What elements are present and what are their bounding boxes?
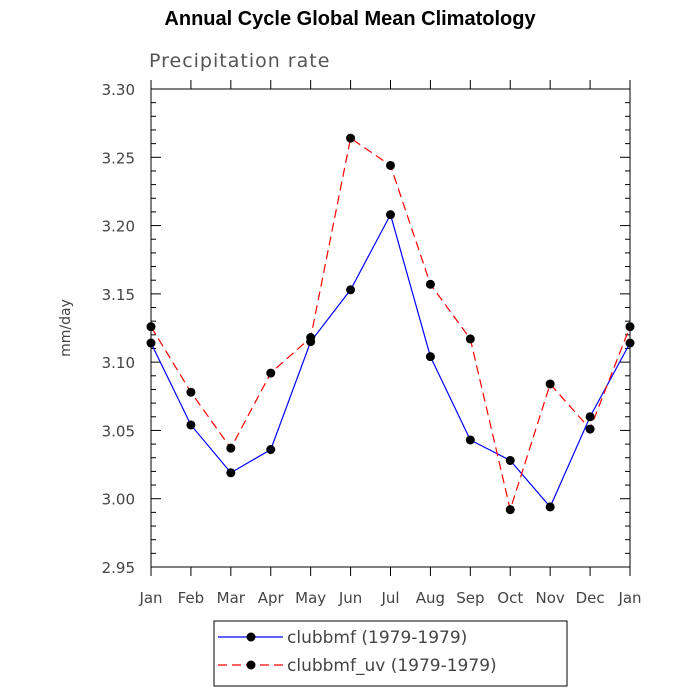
- chart-title: Annual Cycle Global Mean Climatology: [164, 8, 536, 30]
- data-point-series-2: [266, 368, 276, 378]
- data-point-series-1: [465, 435, 475, 445]
- y-tick-labels: 2.95 3.00 3.05 3.10 3.15 3.20 3.25 3.30: [102, 81, 135, 577]
- x-tick-label: Apr: [258, 589, 285, 607]
- legend-label-2: clubbmf_uv (1979-1979): [287, 656, 497, 676]
- x-tick-label: Feb: [178, 589, 205, 607]
- axis-ticks: [150, 80, 631, 576]
- data-point-series-2: [346, 133, 356, 143]
- x-tick-label: May: [295, 589, 326, 607]
- y-tick-label: 3.05: [102, 422, 135, 440]
- x-tick-label: Jan: [617, 589, 641, 607]
- series-lines: [150, 137, 631, 512]
- data-point-series-1: [146, 338, 156, 348]
- y-axis-label: mm/day: [58, 299, 74, 357]
- x-tick-label: Jun: [338, 589, 362, 607]
- data-point-series-2: [186, 387, 196, 397]
- legend-marker-1: [246, 632, 256, 642]
- series-line-1: [150, 213, 631, 509]
- data-point-series-1: [266, 445, 276, 455]
- x-tick-label: Sep: [456, 589, 484, 607]
- data-point-series-2: [625, 322, 635, 332]
- chart-subtitle: Precipitation rate: [149, 50, 330, 72]
- legend-marker-2: [246, 660, 256, 670]
- series-markers: [146, 133, 635, 515]
- legend-label-1: clubbmf (1979-1979): [287, 628, 467, 648]
- data-point-series-2: [465, 334, 475, 344]
- data-point-series-1: [346, 285, 356, 295]
- data-point-series-2: [146, 322, 156, 332]
- data-point-series-2: [386, 160, 395, 170]
- legend: clubbmf (1979-1979) clubbmf_uv (1979-1979…: [218, 628, 497, 676]
- x-tick-label: Aug: [416, 589, 445, 607]
- data-point-series-2: [306, 333, 316, 343]
- data-point-series-2: [425, 279, 435, 289]
- y-tick-label: 3.00: [102, 491, 135, 509]
- data-point-series-2: [545, 379, 555, 389]
- data-point-series-1: [226, 468, 236, 478]
- data-point-series-2: [226, 443, 236, 453]
- y-tick-label: 3.15: [102, 286, 135, 304]
- data-point-series-2: [585, 424, 595, 434]
- x-tick-label: Dec: [576, 589, 605, 607]
- data-point-series-1: [545, 502, 555, 512]
- x-tick-label: Nov: [536, 589, 565, 607]
- y-tick-label: 3.10: [102, 354, 135, 372]
- x-tick-labels: Jan Feb Mar Apr May Jun Jul Aug Sep Oct Nov Dec Jan: [138, 589, 641, 607]
- x-tick-label: Oct: [497, 589, 523, 607]
- data-point-series-1: [625, 338, 635, 348]
- y-tick-label: 3.25: [102, 149, 135, 167]
- x-tick-label: Jan: [138, 589, 162, 607]
- data-point-series-1: [386, 210, 395, 220]
- y-tick-label: 3.20: [102, 218, 135, 236]
- data-point-series-1: [186, 420, 196, 430]
- data-point-series-1: [585, 412, 595, 422]
- data-point-series-2: [505, 505, 515, 515]
- legend-box: [213, 620, 568, 687]
- x-tick-label: Mar: [217, 589, 246, 607]
- data-point-series-1: [505, 455, 515, 465]
- y-tick-label: 2.95: [102, 559, 135, 577]
- plot-frame: [150, 88, 631, 568]
- y-tick-label: 3.30: [102, 81, 135, 99]
- series-line-2: [150, 137, 631, 512]
- data-point-series-1: [425, 352, 435, 362]
- x-tick-label: Jul: [380, 589, 399, 607]
